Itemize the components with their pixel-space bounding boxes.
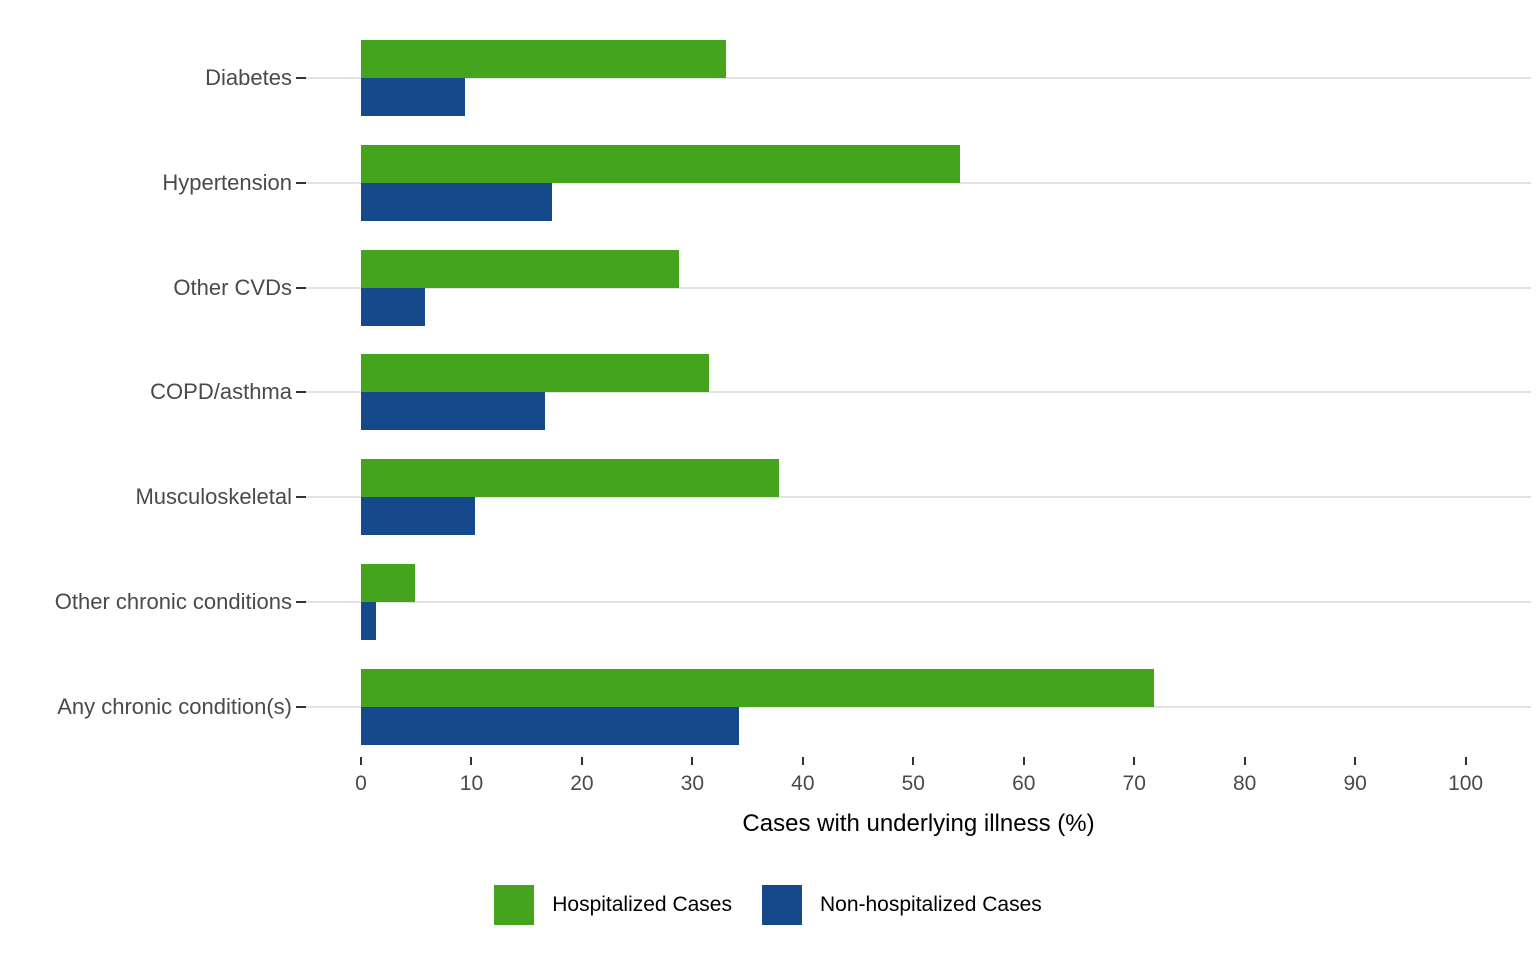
bar-non-hospitalized-cases-any-chronic-condition-s	[361, 706, 739, 745]
y-tick-other-chronic-conditions	[296, 601, 306, 604]
x-axis-tick-40	[801, 757, 804, 765]
category-label-hypertension: Hypertension	[162, 169, 292, 195]
x-axis-tick-0	[360, 757, 362, 765]
x-axis-tick-90	[1354, 757, 1357, 765]
category-label-diabetes: Diabetes	[205, 65, 292, 90]
bar-non-hospitalized-cases-hypertension	[361, 182, 553, 221]
bar-non-hospitalized-cases-musculoskeletal	[361, 497, 475, 536]
x-axis-tick-30	[691, 757, 694, 765]
y-tick-other-cvds	[296, 286, 306, 289]
bar-hospitalized-cases-copd-asthma	[361, 354, 709, 393]
x-axis-tick-label-60: 60	[1012, 772, 1036, 795]
category-label-copd-asthma: COPD/asthma	[150, 379, 292, 405]
gridline-copd-asthma	[306, 391, 1531, 394]
gridline-other-chronic-conditions	[306, 601, 1531, 604]
y-tick-hypertension	[296, 181, 306, 184]
legend-swatch-hospitalized	[494, 885, 535, 925]
x-axis-tick-label-50: 50	[901, 772, 925, 795]
x-axis-tick-label-10: 10	[459, 772, 484, 795]
x-axis-tick-50	[912, 757, 915, 765]
bar-hospitalized-cases-diabetes	[361, 40, 726, 78]
category-label-other-cvds: Other CVDs	[173, 274, 292, 300]
legend-item-hospitalized: Hospitalized Cases	[494, 885, 732, 925]
category-label-any-chronic-condition-s: Any chronic condition(s)	[57, 693, 292, 719]
y-tick-any-chronic-condition-s	[296, 705, 306, 708]
x-axis-tick-100	[1464, 757, 1467, 765]
bar-hospitalized-cases-hypertension	[361, 144, 960, 183]
x-axis-tick-label-90: 90	[1343, 772, 1367, 795]
x-axis-tick-label-100: 100	[1448, 772, 1484, 795]
x-axis-tick-label-0: 0	[355, 772, 367, 795]
x-axis-tick-label-40: 40	[791, 772, 815, 795]
bar-non-hospitalized-cases-other-chronic-conditions	[361, 602, 377, 641]
legend-label-non-hospitalized: Non-hospitalized Cases	[819, 893, 1042, 916]
category-label-other-chronic-conditions: Other chronic conditions	[54, 589, 292, 615]
y-tick-diabetes	[296, 77, 306, 79]
x-axis-tick-10	[470, 757, 473, 765]
x-axis-tick-80	[1243, 757, 1246, 765]
bar-hospitalized-cases-any-chronic-condition-s	[361, 668, 1155, 707]
x-axis-tick-70	[1133, 757, 1136, 765]
x-axis-tick-label-20: 20	[570, 772, 594, 795]
x-axis-tick-60	[1022, 757, 1025, 765]
x-axis-tick-20	[580, 757, 583, 765]
gridline-any-chronic-condition-s	[306, 705, 1531, 708]
category-label-musculoskeletal: Musculoskeletal	[135, 484, 292, 510]
gridline-hypertension	[306, 181, 1531, 184]
x-axis-title: Cases with underlying illness (%)	[742, 810, 1095, 837]
gridline-diabetes	[306, 77, 1531, 79]
legend: Hospitalized Cases Non-hospitalized Case…	[0, 885, 1536, 925]
bar-non-hospitalized-cases-copd-asthma	[361, 392, 546, 431]
legend-item-non-hospitalized: Non-hospitalized Cases	[761, 885, 1042, 925]
bar-hospitalized-cases-other-cvds	[361, 249, 680, 288]
legend-label-hospitalized: Hospitalized Cases	[552, 893, 732, 916]
bar-non-hospitalized-cases-diabetes	[361, 78, 465, 116]
gridline-other-cvds	[306, 286, 1531, 289]
y-tick-copd-asthma	[296, 391, 306, 394]
bar-non-hospitalized-cases-other-cvds	[361, 287, 426, 326]
bar-hospitalized-cases-other-chronic-conditions	[361, 564, 416, 603]
y-tick-musculoskeletal	[296, 496, 306, 499]
x-axis-tick-label-70: 70	[1122, 772, 1146, 795]
legend-swatch-non-hospitalized	[761, 885, 802, 925]
gridline-musculoskeletal	[306, 496, 1531, 499]
bar-hospitalized-cases-musculoskeletal	[361, 459, 779, 498]
x-axis-tick-label-30: 30	[680, 772, 705, 795]
x-axis-tick-label-80: 80	[1232, 772, 1257, 795]
